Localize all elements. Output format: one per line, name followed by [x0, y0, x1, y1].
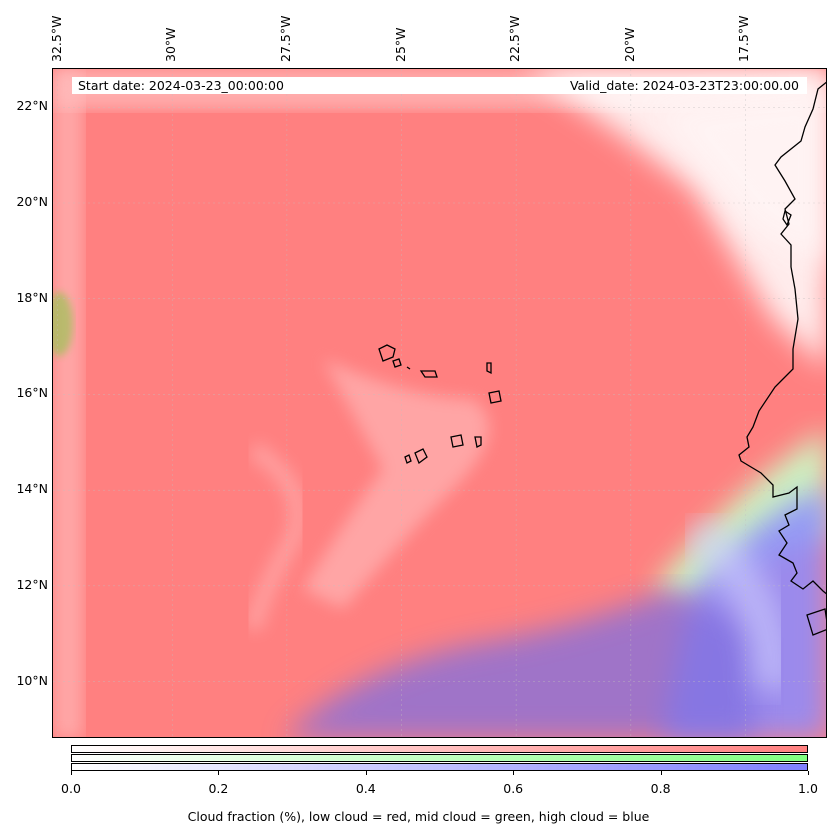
high-cloud-south: [285, 589, 753, 737]
colorbar-tick-label: 1.0: [798, 781, 818, 796]
island-sao-vicente: [392, 358, 402, 368]
colorbar-tick-label: 0.2: [208, 781, 229, 796]
colorbar-tick: [660, 771, 662, 775]
lon-label: 27.5°W: [277, 15, 293, 62]
lon-label: 20°W: [621, 27, 637, 62]
lat-label: 14°N: [16, 481, 48, 497]
colorbar-tick-label: 0.0: [61, 781, 81, 796]
colorbar-tick: [513, 771, 515, 775]
map-canvas: [53, 69, 826, 737]
island-maio: [474, 436, 482, 448]
start-date-label: Start date: 2024-03-23_00:00:00: [78, 78, 284, 93]
lon-label: 22.5°W: [507, 15, 523, 62]
island-fogo: [414, 448, 428, 465]
cloud-streak-2: [244, 441, 307, 632]
island-sal: [486, 362, 492, 375]
island-brava: [404, 454, 412, 464]
lat-label: 22°N: [16, 98, 48, 114]
colorbar-tick: [808, 771, 809, 775]
island-boa-vista: [488, 390, 502, 404]
colorbar: [71, 745, 808, 771]
west-africa-coast: [738, 81, 826, 595]
mid-cloud-southeast: [653, 430, 826, 609]
colorbar-tick-label: 0.8: [650, 781, 671, 796]
clear-sky-patch: [653, 89, 826, 268]
colorbar-tick-label: 0.6: [503, 781, 524, 796]
colorbar-tick-label: 0.4: [355, 781, 376, 796]
lon-label: 25°W: [392, 27, 408, 62]
lat-label: 12°N: [16, 576, 48, 592]
lon-label: 32.5°W: [48, 15, 64, 62]
cloud-fraction-map: [52, 68, 827, 738]
high-cloud-arc: [680, 513, 793, 690]
island-sao-tiago: [450, 434, 464, 448]
bijagos-island: [806, 608, 826, 636]
colorbar-mid-cloud: [71, 754, 808, 762]
lon-label: 30°W: [163, 27, 179, 62]
cloud-streaks: [303, 359, 489, 609]
lat-label: 16°N: [16, 385, 48, 401]
colorbar-tick: [365, 771, 367, 775]
mid-cloud-west-edge: [53, 292, 73, 356]
colorbar-tick: [71, 771, 72, 775]
colorbar-tick: [218, 771, 220, 775]
island-santo-antao: [378, 344, 396, 362]
coast-inlet: [782, 209, 792, 227]
lat-label: 18°N: [16, 289, 48, 305]
lat-label: 20°N: [16, 194, 48, 209]
gridlines: [53, 69, 826, 737]
island-santa-luzia: [406, 366, 411, 370]
island-sao-nicolau: [419, 370, 438, 378]
valid-date-label: Valid_date: 2024-03-23T23:00:00.00: [569, 78, 799, 93]
colorbar-low-cloud: [71, 745, 808, 753]
colorbar-title: Cloud fraction (%), low cloud = red, mid…: [187, 809, 650, 824]
date-info-bar: Start date: 2024-03-23_00:00:00 Valid_da…: [72, 77, 807, 94]
lat-label: 10°N: [16, 672, 48, 688]
lon-label: 17.5°W: [736, 15, 752, 62]
colorbar-high-cloud: [71, 763, 808, 771]
left-edge-band: [53, 69, 83, 737]
coastlines: [378, 81, 826, 636]
